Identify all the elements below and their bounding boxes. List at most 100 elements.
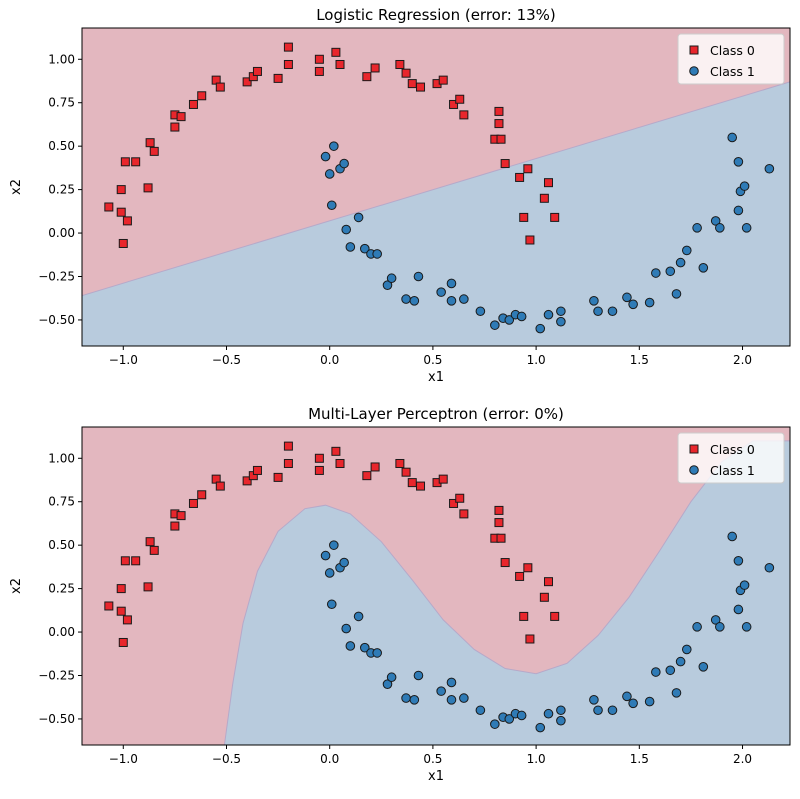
class0-point (525, 634, 535, 644)
class0-point (500, 558, 510, 568)
x-tick-label: 1.0 (527, 752, 546, 766)
legend-class0-marker (689, 45, 699, 55)
class1-point (490, 320, 500, 330)
class0-point (116, 606, 126, 616)
class1-point (372, 648, 382, 658)
class0-point (188, 99, 198, 109)
chart-title: Logistic Regression (error: 13%) (316, 6, 556, 24)
class0-point (104, 601, 114, 611)
class0-point (362, 471, 372, 481)
class1-point (556, 316, 566, 327)
class0-point (197, 490, 207, 500)
class1-point (698, 263, 709, 273)
class1-point (324, 169, 335, 179)
class1-point (339, 557, 349, 568)
legend-class0-marker (689, 444, 699, 454)
class0-point (283, 441, 293, 451)
class1-point (692, 223, 702, 233)
class0-point (120, 157, 130, 167)
class0-point (118, 238, 128, 248)
class1-point (593, 705, 603, 716)
class1-point (644, 696, 655, 707)
class0-point (283, 458, 293, 468)
class1-point (413, 670, 424, 681)
class1-point (401, 294, 411, 304)
x-tick-label: 2.0 (733, 752, 752, 766)
class0-point (242, 476, 252, 486)
class1-point (516, 311, 527, 322)
class0-point (438, 474, 448, 484)
class1-point (341, 224, 352, 235)
class1-point (535, 323, 546, 334)
class1-point (543, 309, 554, 320)
class1-point (733, 205, 744, 216)
y-tick-label: 0.00 (48, 625, 75, 639)
class1-point (764, 562, 775, 573)
class0-point (494, 119, 504, 129)
class1-point (504, 315, 515, 325)
legend: Class 0 Class 1 (677, 432, 785, 484)
class0-point (176, 112, 186, 122)
class0-point (496, 533, 506, 543)
class1-point (409, 695, 420, 705)
class1-point (764, 163, 775, 174)
class0-point (539, 592, 549, 602)
class0-point (455, 94, 465, 104)
class1-point (353, 212, 364, 223)
class1-point (535, 722, 546, 733)
decision-boundary-line (82, 81, 790, 297)
class0-point (215, 82, 225, 92)
class1-point (386, 672, 397, 683)
data-points (104, 441, 775, 733)
y-tick-label: 1.00 (48, 451, 75, 465)
class1-point (741, 223, 752, 233)
class0-point (252, 465, 262, 475)
class0-point (149, 545, 159, 555)
class0-point (539, 193, 549, 203)
class0-point (242, 77, 252, 87)
class0-point (170, 122, 180, 132)
class0-point (401, 68, 411, 78)
class0-point (335, 59, 345, 69)
chart-title: Multi-Layer Perceptron (error: 0%) (308, 405, 564, 423)
class0-point (145, 537, 155, 547)
class1-point (556, 705, 566, 716)
legend-class1-marker (689, 66, 699, 76)
class1-point (589, 695, 599, 705)
class0-point (131, 556, 141, 566)
class0-point (273, 73, 283, 83)
legend-box (677, 432, 785, 484)
class1-point (339, 158, 349, 169)
class1-point (436, 287, 446, 297)
class0-point (525, 235, 535, 245)
x-tick-label: 2.0 (733, 353, 752, 367)
x-tick-label: −0.5 (212, 353, 241, 367)
class0-point (331, 47, 341, 57)
class0-point (550, 611, 560, 621)
y-tick-label: 1.00 (48, 52, 75, 66)
class1-point (733, 157, 744, 167)
chart-panel-1: −1.0 −0.5 0.0 0.5 1.0 1.5 2.0 −0.50 −0.25 0.00 0.2… (9, 6, 791, 385)
class1-point (622, 691, 632, 702)
y-tick-label: −0.25 (38, 269, 75, 283)
class0-point (215, 481, 225, 491)
x-tick-label: 0.5 (423, 353, 442, 367)
data-points (104, 42, 775, 334)
class1-point (359, 243, 370, 254)
class0-point (515, 571, 525, 581)
class1-point (665, 266, 676, 277)
y-tick-label: 0.25 (48, 183, 75, 197)
class0-point (459, 110, 469, 120)
axes-frame (81, 426, 791, 746)
class1-point (651, 667, 661, 677)
class0-point (401, 467, 411, 477)
class0-point (122, 615, 132, 625)
class0-point (252, 66, 262, 76)
class0-point (519, 212, 529, 222)
class1-point (324, 568, 335, 578)
class0-point (494, 505, 504, 515)
class1-region (82, 81, 790, 346)
class0-point (494, 106, 504, 116)
class1-point (556, 306, 566, 317)
